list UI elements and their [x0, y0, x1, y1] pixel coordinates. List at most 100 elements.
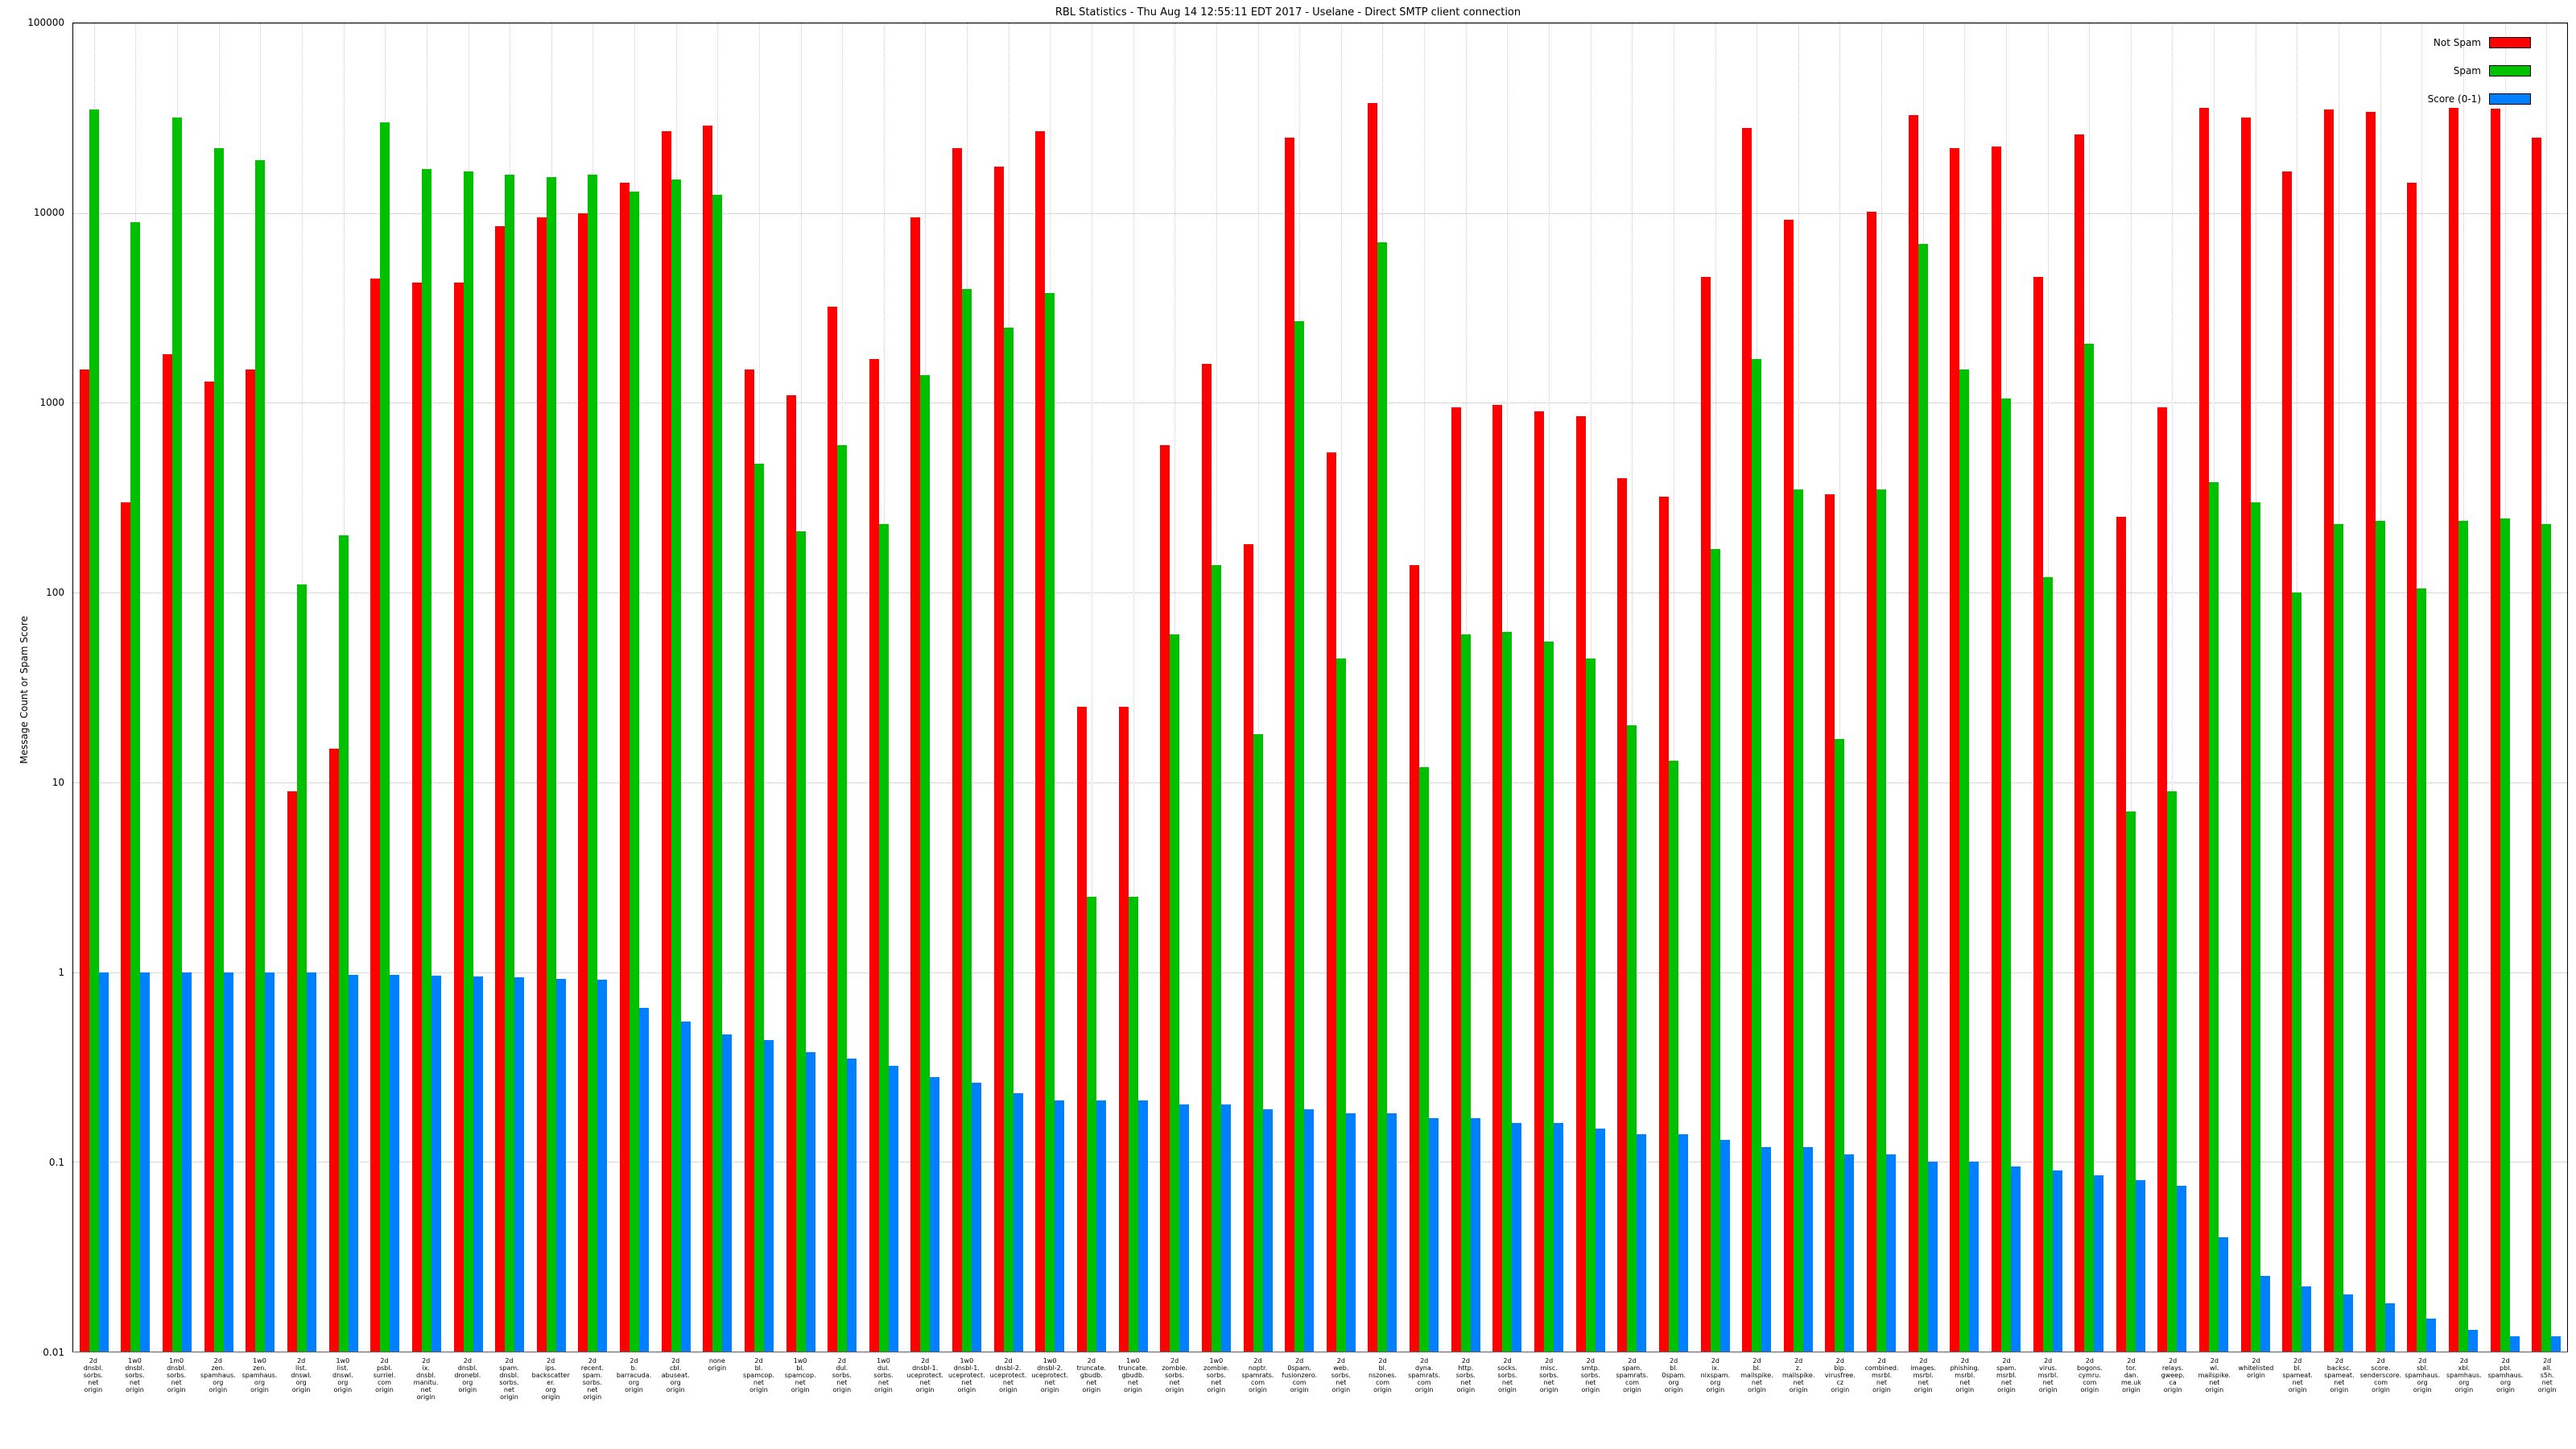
not-spam-bar [993, 167, 1004, 1352]
not-spam-bar [1867, 211, 1877, 1352]
spam-bar [588, 174, 598, 1352]
not-spam-bar [744, 369, 754, 1352]
score-0-1-bar [1512, 1123, 1522, 1352]
not-spam-bar [1575, 416, 1586, 1352]
spam-bar [1045, 292, 1055, 1352]
x-tick-label: 2d dnsbl-1. uceprotect. net origin [906, 1357, 943, 1393]
score-0-1-bar [1637, 1133, 1647, 1352]
not-spam-bar [246, 369, 256, 1352]
spam-bar [2084, 343, 2095, 1352]
x-tick-label: 2d zen. spamhaus. org origin [200, 1357, 236, 1393]
x-tick-label: 2d noptr. spamrats. com origin [1241, 1357, 1274, 1393]
x-tick-label: 2d ips. backscatterer. org origin [531, 1357, 570, 1401]
spam-bar [1502, 632, 1513, 1352]
score-0-1-bar [805, 1051, 815, 1352]
not-spam-bar [411, 283, 422, 1352]
not-spam-bar [2240, 117, 2251, 1352]
x-tick-label: 2d dnsbl. dronebl. org origin [454, 1357, 481, 1393]
x-tick-label: 2d backsc. spameat. net origin [2324, 1357, 2355, 1393]
x-tick-label: 2d dnsbl. sorbs. net origin [83, 1357, 103, 1393]
spam-bar [2167, 791, 2178, 1352]
score-0-1-bar [597, 980, 608, 1352]
y-tick-label: 100 [46, 587, 64, 598]
not-spam-bar [1991, 146, 2001, 1352]
x-tick-label: 2d bl. 0spam. org origin [1662, 1357, 1686, 1393]
score-0-1-bar [1387, 1113, 1397, 1352]
not-spam-bar [786, 394, 796, 1352]
not-spam-bar [1451, 407, 1461, 1352]
spam-swatch [2489, 64, 2531, 76]
spam-bar [962, 288, 972, 1352]
spam-bar [1003, 327, 1013, 1352]
not-spam-bar [1950, 148, 1960, 1352]
score-0-1-bar [1470, 1117, 1480, 1352]
x-tick-label: 2d zombie. sorbs. net origin [1162, 1357, 1187, 1393]
not-spam-bar [163, 354, 173, 1352]
spam-bar [1793, 489, 1803, 1352]
y-gridline [73, 972, 2567, 973]
not-spam-bar [1368, 103, 1378, 1352]
not-spam-bar [2324, 109, 2334, 1352]
spam-bar [296, 584, 307, 1352]
score-0-1-bar [473, 976, 483, 1352]
x-gridline [2172, 23, 2174, 1352]
not-spam-bar [828, 307, 838, 1352]
spam-bar [1211, 564, 1221, 1352]
not-spam-bar [1201, 364, 1212, 1352]
not-spam-bar [1285, 137, 1295, 1352]
spam-bar [1170, 634, 1180, 1352]
not-spam-bar [2282, 171, 2293, 1352]
score-0-1-bar [1262, 1108, 1273, 1352]
x-tick-label: 2d dnsbl-2. uceprotect. net origin [989, 1357, 1027, 1393]
y-gridline [73, 782, 2567, 783]
score-0-1-bar [930, 1076, 940, 1352]
x-tick-label: 2d dyna. spamrats. com origin [1408, 1357, 1441, 1393]
score-0-1-bar [98, 972, 109, 1352]
spam-bar [878, 523, 889, 1352]
score-0-1-bar [1595, 1128, 1605, 1352]
score-0-1-bar [2052, 1170, 2062, 1352]
not-spam-bar [2448, 107, 2458, 1352]
x-tick-label: 2d bogons. cymru. com origin [2076, 1357, 2103, 1393]
score-swatch [2489, 93, 2531, 105]
x-tick-label: 1w0 dul. sorbs. net origin [873, 1357, 894, 1393]
x-tick-label: 2d truncate. gbudb. net origin [1076, 1357, 1107, 1393]
score-0-1-bar [2177, 1185, 2187, 1352]
not-spam-bar [1700, 277, 1711, 1352]
x-tick-label: 2d http. sorbs. net origin [1455, 1357, 1476, 1393]
not-spam-bar [1118, 707, 1129, 1352]
legend-item-spam: Spam [2428, 62, 2531, 77]
x-tick-label: 1w0 list. dnswl. org origin [332, 1357, 353, 1393]
x-tick-label: 2d bl. spamcop. net origin [743, 1357, 774, 1393]
x-tick-label: 2d spam. dnsbl. sorbs. net origin [499, 1357, 519, 1401]
score-0-1-bar [1802, 1146, 1813, 1352]
score-0-1-bar [1678, 1133, 1688, 1352]
not-spam-bar [536, 217, 547, 1352]
score-0-1-bar [1553, 1123, 1563, 1352]
x-tick-label: 2d misc. sorbs. net origin [1539, 1357, 1559, 1393]
not-spam-bar [204, 381, 214, 1352]
spam-bar [2334, 523, 2344, 1352]
y-tick-label: 1 [58, 967, 64, 978]
score-0-1-bar [1886, 1154, 1897, 1352]
x-tick-label: 2d whitelisted origin [2238, 1357, 2274, 1379]
x-tick-label: 2d tor. dan. me.uk origin [2121, 1357, 2141, 1393]
score-0-1-bar [2426, 1318, 2437, 1352]
score-0-1-bar [888, 1066, 898, 1352]
score-0-1-bar [763, 1039, 774, 1352]
spam-bar [338, 535, 349, 1352]
not-spam-bar [620, 182, 630, 1352]
x-tick-label: 1w0 bl. spamcop. net origin [784, 1357, 816, 1393]
x-gridline [1257, 23, 1259, 1352]
spam-bar [2042, 577, 2053, 1352]
x-tick-label: 2d socks. sorbs. net origin [1497, 1357, 1517, 1393]
x-gridline [1424, 23, 1426, 1352]
score-0-1-bar [431, 975, 441, 1352]
chart-title: RBL Statistics - Thu Aug 14 12:55:11 EDT… [1055, 6, 1521, 19]
spam-bar [1710, 548, 1720, 1352]
not-spam-swatch [2489, 36, 2531, 48]
y-axis-tick-labels: 100000 10000 1000 100 10 1 0.1 0.01 [0, 17, 68, 1358]
x-tick-label: none origin [708, 1357, 727, 1372]
spam-bar [712, 194, 723, 1352]
not-spam-bar [1492, 404, 1503, 1352]
